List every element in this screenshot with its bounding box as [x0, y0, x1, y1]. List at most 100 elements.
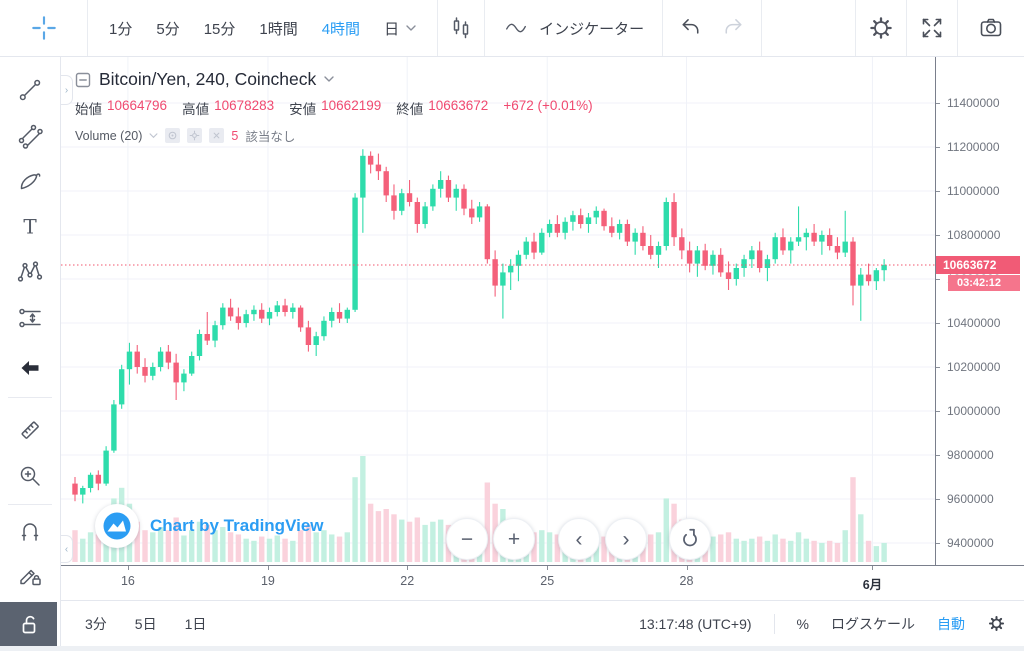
axis-settings-button[interactable]: [987, 614, 1006, 633]
measure-tool[interactable]: [16, 416, 44, 444]
volume-bar: [399, 519, 405, 562]
timeframe-daily-dropdown[interactable]: 日: [373, 12, 427, 45]
chart-pane[interactable]: Bitcoin/Yen, 240, Coincheck 始値 10664796 高…: [61, 57, 935, 565]
range-3min-button[interactable]: 3分: [85, 610, 107, 638]
volume-bar: [329, 534, 335, 562]
volume-bar: [764, 540, 771, 562]
candle-body: [165, 351, 172, 363]
high-value: 10678283: [214, 98, 275, 113]
scroll-right-button[interactable]: ›: [605, 518, 647, 560]
price-axis[interactable]: 10663672 03:42:12 11400000 11200000 110000…: [935, 57, 1024, 565]
timeframe-1min[interactable]: 1分: [98, 12, 143, 45]
candle-body: [764, 259, 771, 268]
candle-body: [352, 197, 358, 310]
symbol-title-row[interactable]: Bitcoin/Yen, 240, Coincheck: [75, 69, 593, 90]
candle-body: [811, 232, 817, 242]
volume-bar: [150, 532, 156, 562]
volume-bar: [227, 532, 234, 562]
collapse-pane-handle[interactable]: ‹: [61, 535, 73, 563]
scroll-left-button[interactable]: ‹: [558, 518, 600, 560]
collapse-legend-icon: [75, 72, 91, 87]
range-1day-button[interactable]: 1日: [185, 610, 207, 638]
volume-bar: [383, 509, 389, 562]
zoom-in-button[interactable]: +: [493, 518, 535, 560]
price-tick-mark: [936, 411, 940, 412]
trend-line-tool[interactable]: [16, 76, 44, 104]
price-tick-mark: [936, 103, 940, 104]
low-label: 安値: [289, 102, 317, 117]
volume-bar: [142, 530, 148, 562]
low-value: 10662199: [321, 98, 382, 113]
indicators-button[interactable]: インジケーター: [485, 0, 664, 56]
timeframe-15min[interactable]: 15分: [193, 12, 247, 45]
candle-body: [87, 474, 94, 488]
volume-bar: [865, 540, 872, 562]
price-tick-mark: [936, 543, 940, 544]
tradingview-logo-icon[interactable]: [95, 504, 139, 548]
timeframe-1hour[interactable]: 1時間: [248, 12, 308, 45]
volume-settings-button[interactable]: [187, 128, 203, 143]
volume-value: 5: [231, 128, 239, 143]
volume-bar: [157, 527, 164, 562]
volume-label[interactable]: Volume (20): [75, 128, 143, 143]
text-tool[interactable]: T: [16, 213, 44, 241]
magnet-mode[interactable]: [16, 517, 44, 545]
candle-body: [282, 305, 288, 312]
pencil-lock-icon: [20, 569, 41, 586]
timeframe-4hour[interactable]: 4時間: [311, 12, 371, 45]
log-scale-button[interactable]: ログスケール: [831, 610, 915, 638]
percent-scale-button[interactable]: %: [797, 612, 809, 636]
pattern-tool[interactable]: [16, 258, 44, 286]
brush-tool[interactable]: [16, 167, 44, 195]
redo-button[interactable]: [720, 15, 747, 41]
volume-bar: [437, 519, 444, 562]
time-tick-label: 22: [400, 574, 415, 588]
candle-body: [819, 235, 825, 242]
gear-icon: [190, 130, 200, 141]
candle-body: [313, 336, 319, 345]
drawing-mode-lock[interactable]: [16, 561, 44, 589]
volume-bar: [235, 534, 242, 562]
attribution-link[interactable]: Chart by TradingView: [150, 516, 324, 535]
toolbar-divider: [8, 504, 52, 505]
snapshot-button[interactable]: [957, 0, 1024, 56]
volume-bar: [554, 534, 561, 562]
xabcd-pattern-icon: [17, 261, 43, 282]
timeframe-5min[interactable]: 5分: [145, 12, 190, 45]
candle-body: [507, 265, 514, 273]
settings-button[interactable]: [855, 0, 906, 56]
candle-body: [453, 188, 459, 198]
volume-bar: [422, 524, 428, 562]
lock-all-drawings-button[interactable]: [0, 602, 57, 647]
candle-body: [741, 259, 747, 268]
range-5day-button[interactable]: 5日: [135, 610, 157, 638]
expand-pane-handle[interactable]: ›: [61, 75, 73, 105]
gann-fib-tool[interactable]: [16, 122, 44, 150]
zoom-out-button[interactable]: −: [446, 518, 488, 560]
fullscreen-button[interactable]: [906, 0, 957, 56]
hide-drawings-arrow[interactable]: [16, 354, 44, 382]
volume-visibility-button[interactable]: [165, 128, 181, 143]
candle-body: [616, 224, 623, 233]
candle-body: [103, 450, 109, 484]
chart-style-button[interactable]: [438, 0, 486, 56]
clock[interactable]: 13:17:48 (UTC+9): [639, 615, 752, 632]
volume-bar: [352, 477, 358, 562]
volume-bar: [655, 532, 662, 562]
candle-body: [227, 307, 234, 317]
price-tick-label: 10400000: [947, 316, 1001, 330]
crosshair-mode-button[interactable]: [0, 0, 88, 56]
reset-chart-button[interactable]: [669, 518, 711, 560]
candle-body: [492, 259, 498, 286]
time-axis[interactable]: 16 19 22 25 28 6月: [61, 565, 1024, 601]
forecast-tool[interactable]: [16, 304, 44, 332]
undo-button[interactable]: [677, 15, 704, 41]
zoom-in-tool[interactable]: [16, 462, 44, 490]
volume-remove-button[interactable]: [209, 128, 225, 143]
volume-bar: [819, 542, 825, 562]
volume-bar: [220, 527, 226, 562]
auto-scale-button[interactable]: 自動: [937, 610, 965, 638]
volume-bar: [367, 503, 374, 562]
candle-body: [858, 274, 864, 286]
